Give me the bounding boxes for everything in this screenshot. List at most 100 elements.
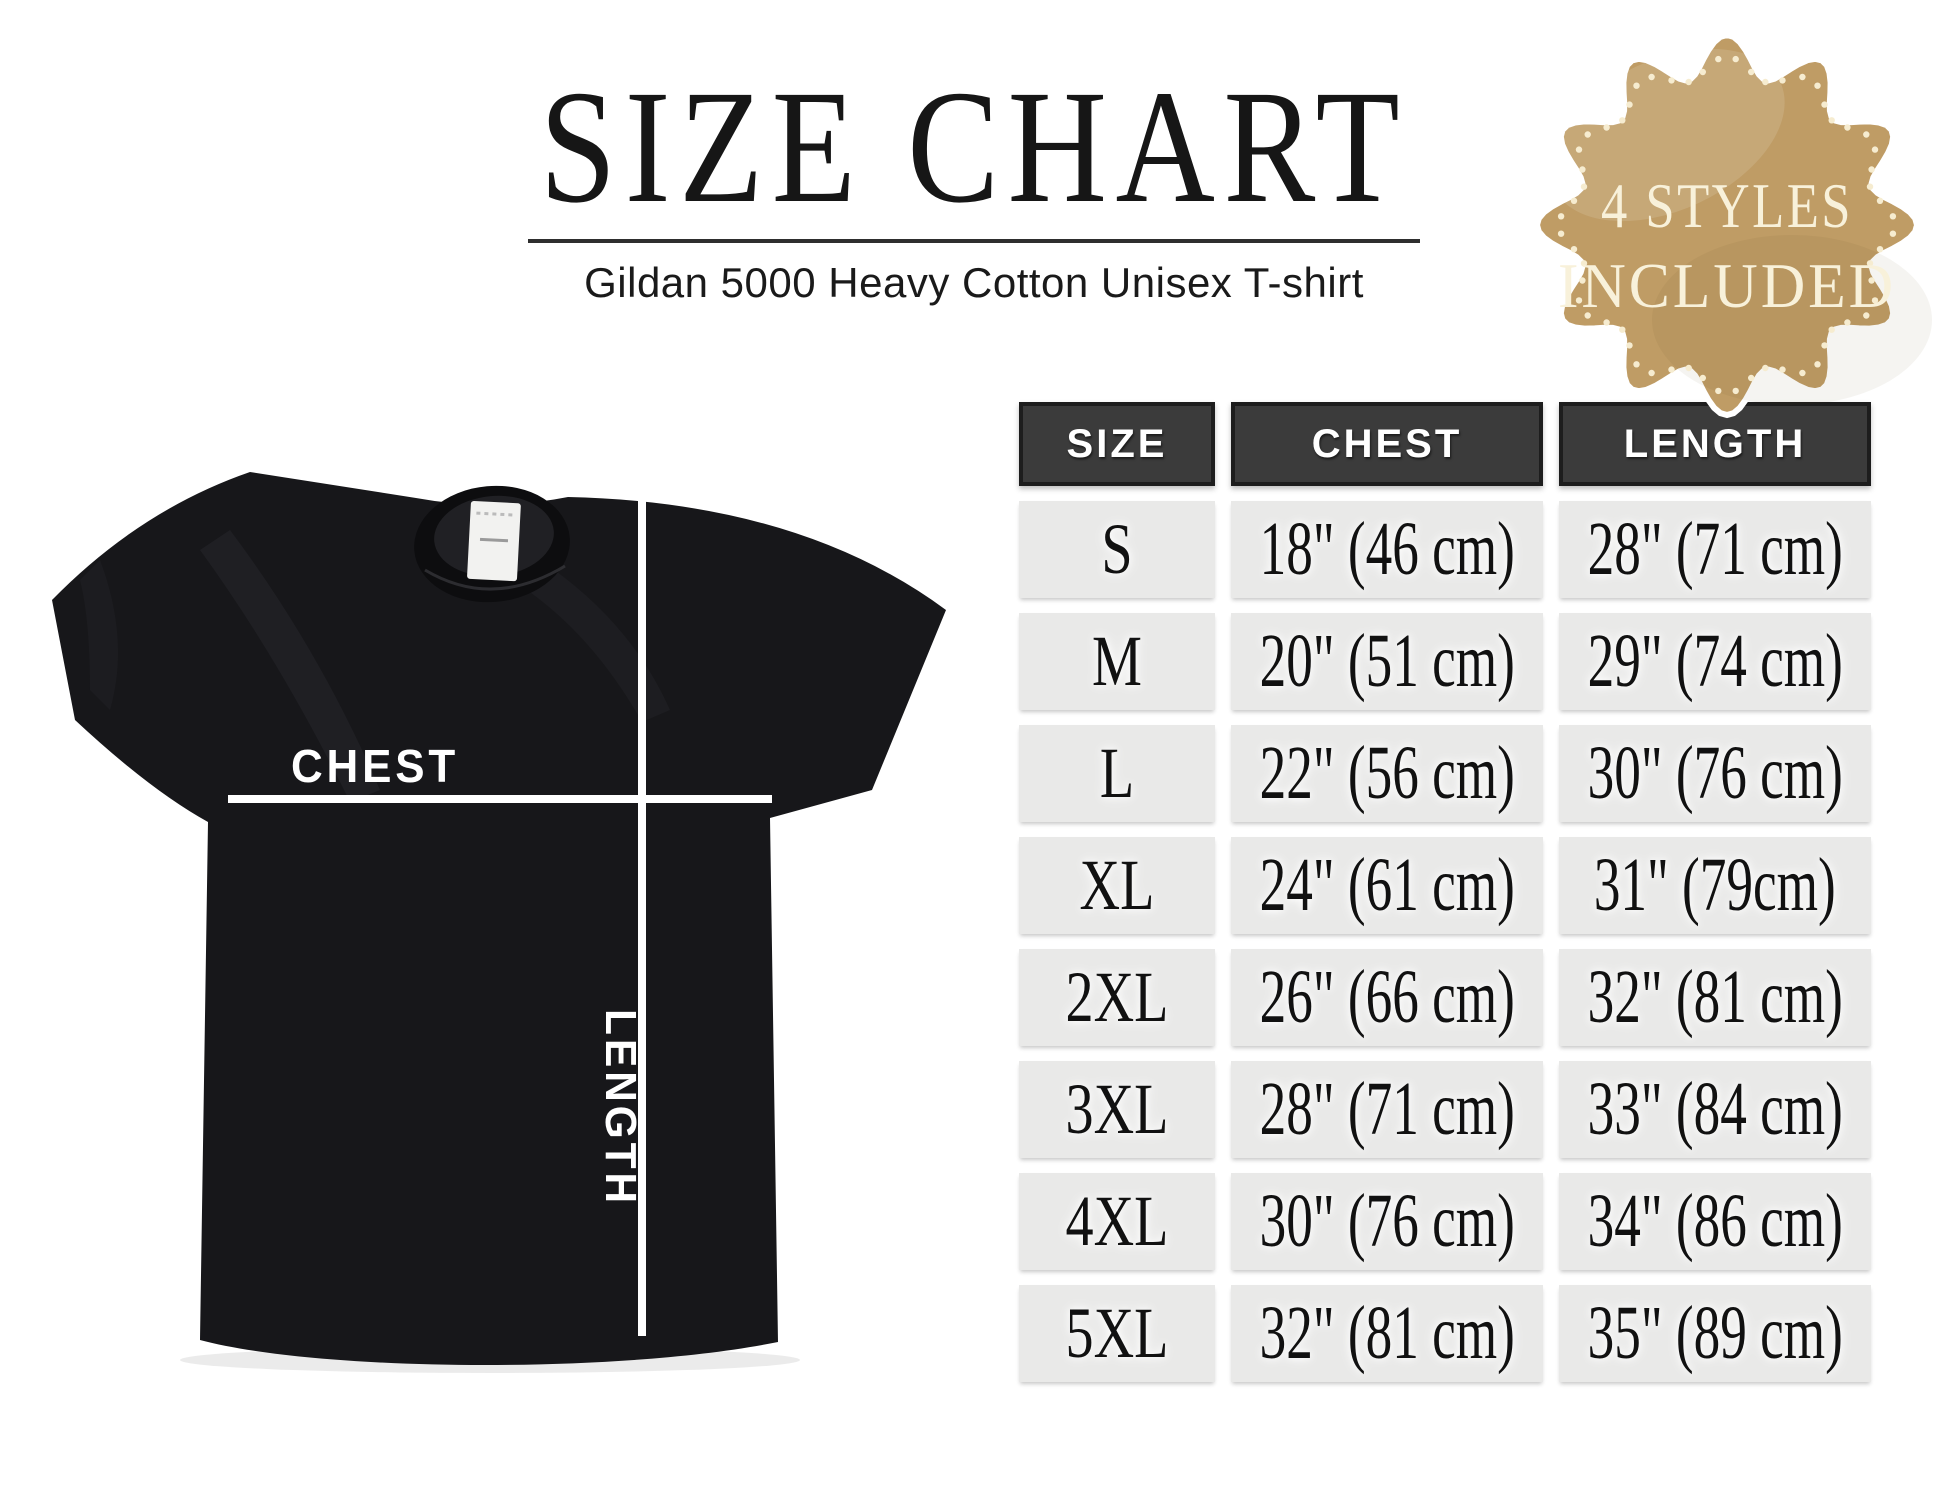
- cell-value: 32" (81 cm): [1259, 1291, 1515, 1375]
- fabric-fold: [200, 530, 380, 802]
- badge-dot: [1603, 319, 1610, 326]
- cell-value: 31" (79cm): [1594, 843, 1836, 927]
- table-cell-size: L: [1019, 725, 1215, 822]
- page-title: SIZE CHART: [374, 63, 1574, 233]
- badge-dot: [1871, 146, 1879, 153]
- cell-value: L: [1099, 733, 1135, 813]
- badge-dot: [1871, 297, 1879, 304]
- badge-dot: [1799, 73, 1806, 81]
- badge-dot: [1844, 124, 1851, 131]
- badge-dot: [1668, 77, 1675, 84]
- cell-value: 28" (71 cm): [1259, 1067, 1515, 1151]
- size-table: SIZE CHEST LENGTH S 18" (46 cm) 28" (71 cm…: [1019, 402, 1871, 1382]
- table-cell-size: S: [1019, 501, 1215, 598]
- page-subtitle: Gildan 5000 Heavy Cotton Unisex T-shirt: [584, 259, 1364, 306]
- badge-line2: INCLUDED: [1558, 250, 1896, 321]
- badge-dot: [1876, 246, 1884, 253]
- column-header-length: LENGTH: [1559, 402, 1871, 486]
- cell-value: 30" (76 cm): [1259, 1179, 1515, 1263]
- badge-dot: [1580, 183, 1588, 190]
- cell-value: S: [1101, 509, 1133, 589]
- badge-dot: [1779, 366, 1786, 373]
- table-cell-chest: 18" (46 cm): [1231, 501, 1543, 598]
- badge-dot: [1863, 312, 1870, 319]
- badge-dot: [1580, 260, 1588, 267]
- badge-dot: [1762, 364, 1769, 372]
- cell-value: 35" (89 cm): [1587, 1291, 1843, 1375]
- badge-dot: [1575, 297, 1583, 304]
- care-tag: [467, 500, 521, 582]
- badge-dot: [1633, 82, 1640, 89]
- badge-dot: [1821, 101, 1828, 108]
- badge-dot: [1814, 82, 1821, 89]
- care-tag-print: [479, 537, 509, 543]
- badge-dot: [1557, 230, 1565, 237]
- badge-seal-shape: [1533, 31, 1921, 419]
- cell-value: XL: [1079, 845, 1155, 925]
- badge-dot: [1619, 117, 1626, 124]
- styles-badge: 4 STYLES INCLUDED: [1533, 31, 1932, 419]
- badge-dot: [1584, 131, 1591, 138]
- table-cell-length: 28" (71 cm): [1559, 501, 1871, 598]
- badge-dot: [1868, 277, 1875, 284]
- cell-value: 20" (51 cm): [1259, 619, 1515, 703]
- badge-dot: [1570, 246, 1578, 253]
- badge-dot: [1570, 197, 1578, 204]
- badge-dot: [1603, 124, 1610, 131]
- title-underline: [528, 239, 1420, 243]
- cell-value: 29" (74 cm): [1587, 619, 1843, 703]
- badge-dot: [1866, 260, 1874, 267]
- fabric-fold: [515, 560, 670, 722]
- cell-value: 24" (61 cm): [1259, 843, 1515, 927]
- cell-value: 34" (86 cm): [1587, 1179, 1843, 1263]
- badge-dot: [1748, 68, 1755, 76]
- table-cell-chest: 22" (56 cm): [1231, 725, 1543, 822]
- table-cell-size: 4XL: [1019, 1173, 1215, 1270]
- table-cell-size: 2XL: [1019, 949, 1215, 1046]
- chest-label: CHEST: [291, 740, 459, 792]
- badge-dot: [1648, 369, 1655, 377]
- badge-dot: [1876, 197, 1884, 204]
- badge-dot: [1762, 78, 1769, 86]
- badge-dot: [1619, 326, 1626, 333]
- badge-dot: [1748, 374, 1755, 382]
- badge-dot: [1668, 366, 1675, 373]
- table-cell-length: 34" (86 cm): [1559, 1173, 1871, 1270]
- badge-dot: [1685, 364, 1692, 372]
- badge-dot: [1626, 101, 1633, 108]
- page-title-text: SIZE CHART: [539, 58, 1409, 237]
- badge-dot: [1715, 387, 1722, 395]
- table-cell-length: 29" (74 cm): [1559, 613, 1871, 710]
- badge-dot: [1866, 183, 1874, 190]
- cell-value: M: [1092, 621, 1142, 701]
- cell-value: 5XL: [1065, 1293, 1169, 1373]
- cell-value: 22" (56 cm): [1259, 731, 1515, 815]
- table-cell-chest: 26" (66 cm): [1231, 949, 1543, 1046]
- table-cell-size: M: [1019, 613, 1215, 710]
- length-measure-line: [638, 496, 646, 1336]
- badge-dot: [1715, 55, 1722, 63]
- table-cell-size: XL: [1019, 837, 1215, 934]
- badge-dot: [1868, 166, 1875, 173]
- badge-dot: [1699, 374, 1706, 382]
- cell-value: 4XL: [1065, 1181, 1169, 1261]
- table-cell-chest: 32" (81 cm): [1231, 1285, 1543, 1382]
- table-cell-size: 5XL: [1019, 1285, 1215, 1382]
- cell-value: 18" (46 cm): [1259, 507, 1515, 591]
- badge-dot: [1699, 68, 1706, 76]
- column-header-chest: CHEST: [1231, 402, 1543, 486]
- care-tag-stitch: [476, 511, 515, 517]
- cell-value: 3XL: [1065, 1069, 1169, 1149]
- cell-value: 33" (84 cm): [1587, 1067, 1843, 1151]
- column-header-size: SIZE: [1019, 402, 1215, 486]
- cell-value: 2XL: [1065, 957, 1169, 1037]
- tshirt-silhouette: [52, 472, 946, 1366]
- badge-dot: [1828, 117, 1835, 124]
- badge-dot: [1626, 342, 1633, 349]
- table-cell-length: 35" (89 cm): [1559, 1285, 1871, 1382]
- table-cell-length: 30" (76 cm): [1559, 725, 1871, 822]
- cell-value: 26" (66 cm): [1259, 955, 1515, 1039]
- badge-dot: [1579, 166, 1586, 173]
- badge-dot: [1814, 361, 1821, 368]
